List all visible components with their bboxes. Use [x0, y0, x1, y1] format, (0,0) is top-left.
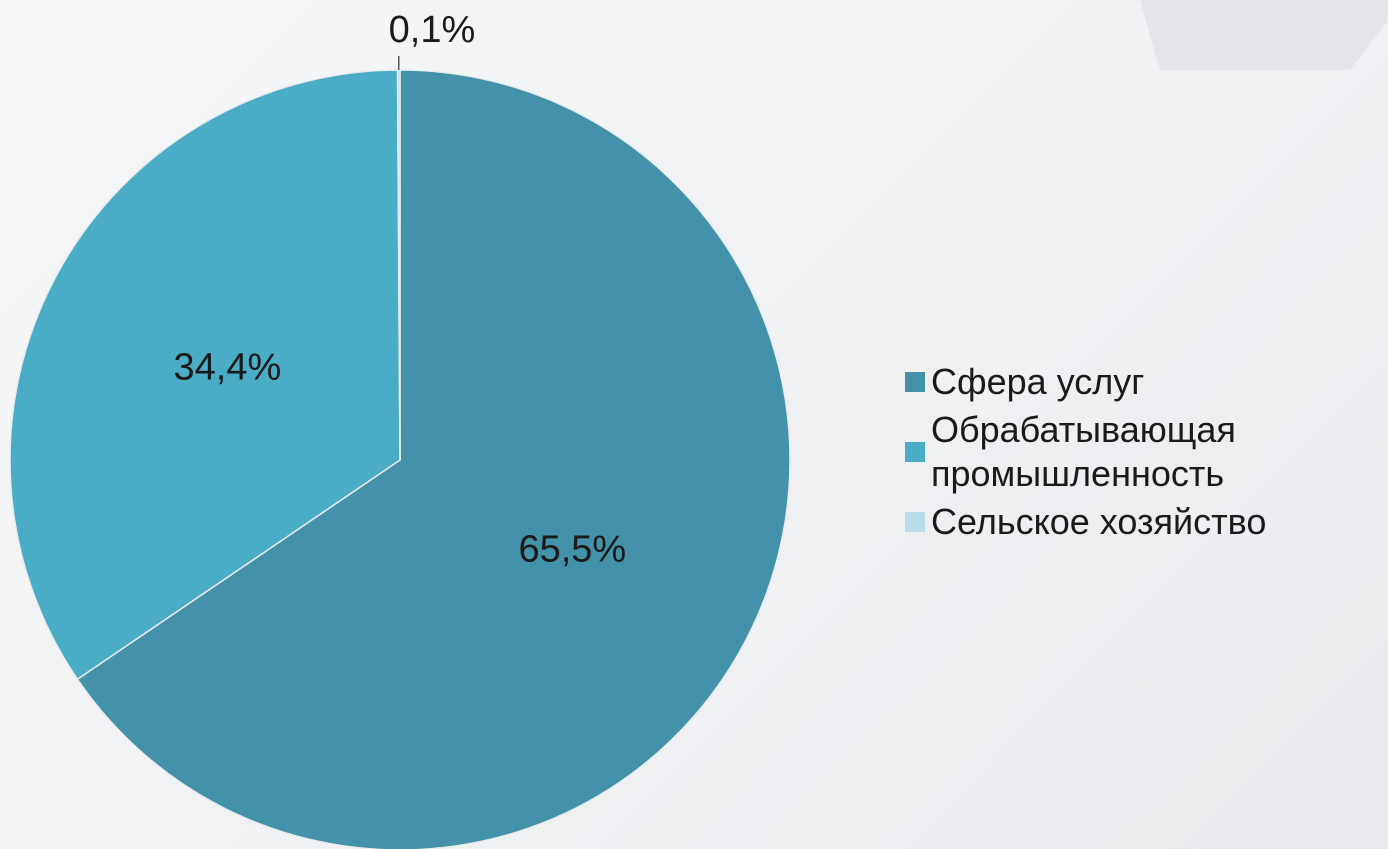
legend-swatch [905, 442, 925, 462]
legend-label: Сфера услуг [931, 361, 1145, 402]
data-label: 34,4% [174, 346, 282, 388]
legend-item: Сфера услуг [905, 360, 1375, 404]
legend: Сфера услуг Обрабатывающая промышленность… [905, 360, 1375, 548]
data-label: 65,5% [518, 528, 626, 570]
pie-slice [396, 69, 401, 461]
legend-label: Обрабатывающая промышленность [931, 409, 1236, 494]
pie-slice [76, 69, 791, 849]
data-label: 0,1% [389, 9, 476, 51]
legend-swatch [905, 372, 925, 392]
legend-label: Сельское хозяйство [931, 501, 1267, 542]
legend-item: Обрабатывающая промышленность [905, 408, 1375, 496]
decoration [1140, 0, 1388, 70]
legend-swatch [905, 512, 925, 532]
legend-item: Сельское хозяйство [905, 500, 1375, 544]
pie-slice [9, 69, 401, 681]
